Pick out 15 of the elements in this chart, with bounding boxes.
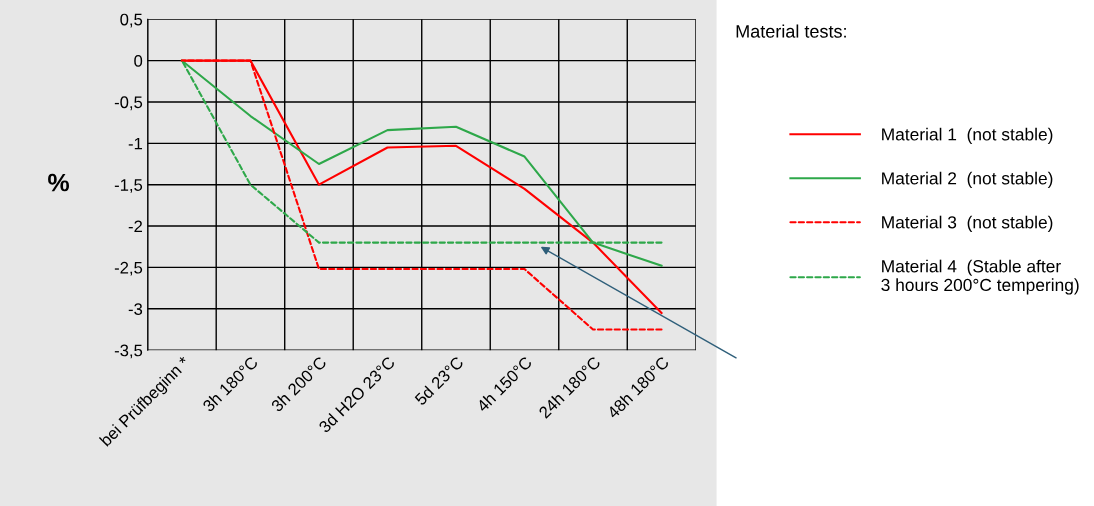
legend-label: Material 1 (not stable) (882, 127, 1053, 144)
y-tick-label: -3,5 (114, 344, 143, 359)
y-tick-label: -2 (128, 220, 142, 233)
legend-label: Material 2 (not stable) (882, 171, 1053, 188)
y-tick-label: -2,5 (114, 261, 143, 276)
y-tick-label: 0,5 (120, 13, 143, 28)
y-tick-label: 0 (134, 54, 143, 67)
legend-title: Material tests: (736, 24, 846, 38)
y-tick-label: -3 (128, 303, 143, 315)
y-axis-title: % (48, 173, 70, 192)
y-tick-label: -0,5 (114, 96, 143, 111)
legend-label: Material 4 (Stable after 3 hours 200°C tempering) (881, 259, 1079, 295)
y-tick-label: -1 (128, 137, 143, 150)
y-tick-label: -1,5 (114, 179, 143, 193)
legend-label: Material 3 (not stable) (882, 215, 1053, 232)
